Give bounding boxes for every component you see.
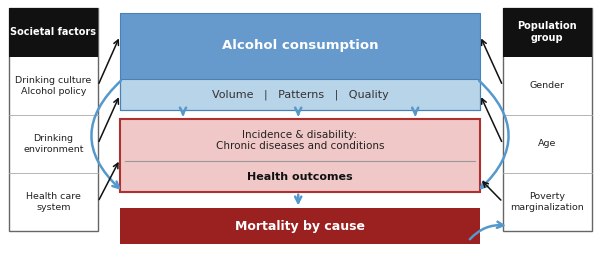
Text: Drinking
environment: Drinking environment xyxy=(23,134,83,154)
Text: Poverty
marginalization: Poverty marginalization xyxy=(511,192,584,212)
Text: Population
group: Population group xyxy=(517,21,577,43)
FancyArrowPatch shape xyxy=(479,81,509,188)
Bar xyxy=(503,8,592,231)
Text: Societal factors: Societal factors xyxy=(10,27,97,37)
Text: Alcohol consumption: Alcohol consumption xyxy=(222,39,378,52)
Bar xyxy=(9,8,98,57)
Bar xyxy=(120,119,480,192)
Text: Volume   |   Patterns   |   Quality: Volume | Patterns | Quality xyxy=(212,89,388,100)
Bar xyxy=(120,79,480,110)
Bar xyxy=(9,8,98,231)
Text: Health outcomes: Health outcomes xyxy=(247,171,353,182)
Bar xyxy=(120,13,480,79)
FancyArrowPatch shape xyxy=(470,222,503,239)
Text: Incidence & disability:
Chronic diseases and conditions: Incidence & disability: Chronic diseases… xyxy=(216,130,384,151)
Bar xyxy=(120,13,480,110)
Text: Mortality by cause: Mortality by cause xyxy=(235,219,365,233)
Text: Age: Age xyxy=(538,139,556,149)
Bar xyxy=(120,208,480,244)
Bar xyxy=(503,8,592,57)
Text: Drinking culture
Alcohol policy: Drinking culture Alcohol policy xyxy=(15,76,92,96)
FancyArrowPatch shape xyxy=(91,81,121,188)
Text: Health care
system: Health care system xyxy=(26,192,81,212)
Text: Gender: Gender xyxy=(530,81,565,90)
